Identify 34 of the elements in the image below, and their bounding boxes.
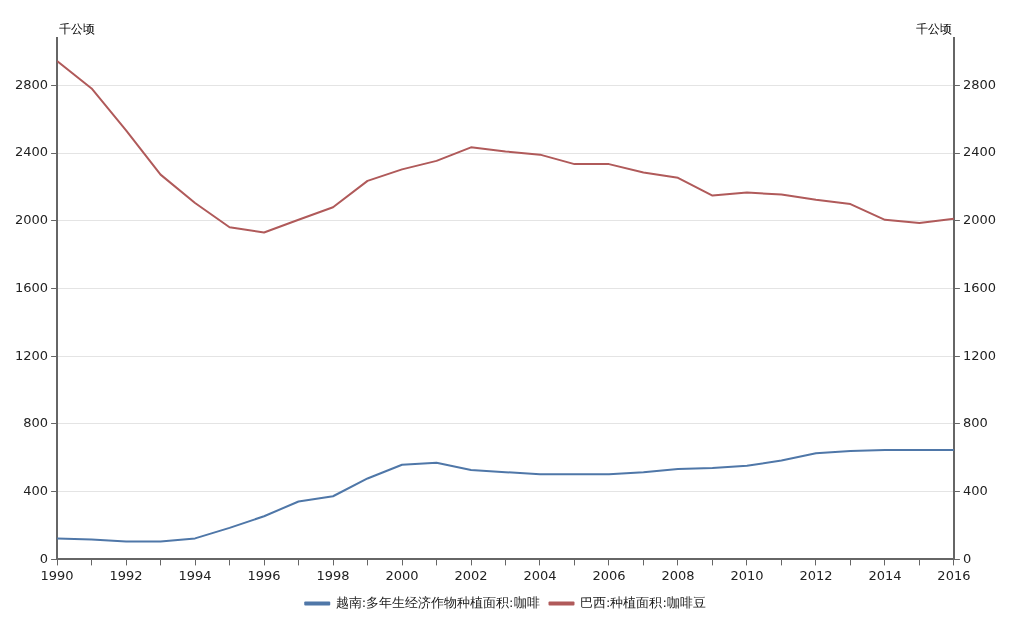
x-tick-label: 2014: [868, 567, 902, 583]
y2-tick-label: 400: [962, 483, 988, 499]
y2-tick-label: 800: [962, 415, 988, 431]
y2-axis-title: 千公顷: [915, 22, 952, 37]
x-tick-label: 1998: [316, 567, 350, 583]
x-tick-label: 2006: [592, 567, 626, 583]
y2-tick-label: 2400: [962, 144, 997, 160]
x-tick-label: 2016: [937, 567, 971, 583]
y2-tick-label: 1600: [962, 279, 997, 295]
x-tick-label: 2000: [385, 567, 419, 583]
x-tick-label: 2012: [799, 567, 833, 583]
y-tick-label: 1600: [14, 279, 49, 295]
x-tick-label: 1992: [109, 567, 143, 583]
x-tick-label: 1990: [40, 567, 74, 583]
y-axis-title: 千公顷: [59, 22, 96, 37]
y-tick-label: 400: [23, 483, 49, 499]
legend-label: 越南:多年生经济作物种植面积:咖啡: [335, 594, 540, 610]
y2-tick-label: 2800: [962, 76, 997, 92]
y-tick-label: 2000: [14, 212, 49, 228]
y-tick-label: 2400: [14, 144, 49, 160]
y2-tick-label: 2000: [962, 212, 997, 228]
x-tick-label: 2008: [661, 567, 695, 583]
legend-label: 巴西:种植面积:咖啡豆: [580, 594, 706, 610]
x-tick-label: 2002: [454, 567, 488, 583]
y-tick-label: 1200: [14, 347, 49, 363]
x-tick-label: 2004: [523, 567, 557, 583]
y-tick-label: 0: [39, 550, 49, 566]
y-tick-label: 800: [23, 415, 49, 431]
x-tick-label: 2010: [730, 567, 764, 583]
y2-tick-label: 0: [962, 550, 972, 566]
y-tick-label: 2800: [14, 76, 49, 92]
y2-tick-label: 1200: [962, 347, 997, 363]
x-tick-label: 1994: [178, 567, 212, 583]
x-tick-label: 1996: [247, 567, 281, 583]
